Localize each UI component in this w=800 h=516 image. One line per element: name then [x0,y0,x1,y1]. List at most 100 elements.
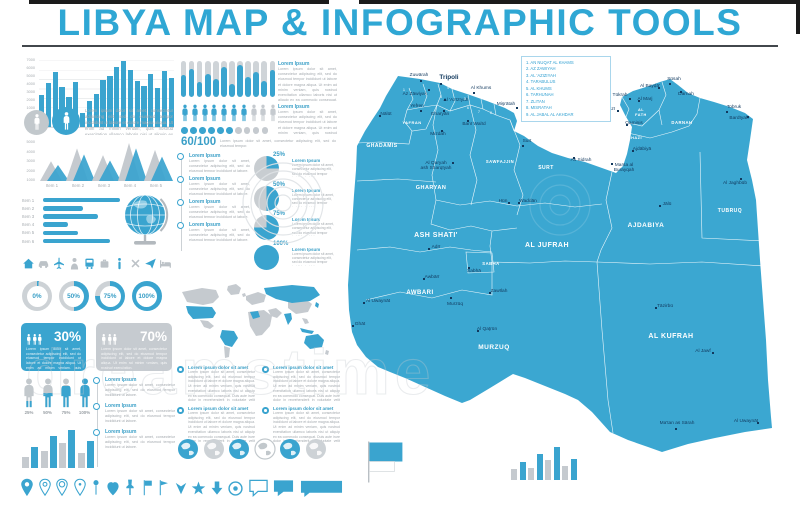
region-label: GHARYAN [416,185,447,191]
bar [59,443,67,468]
legend-entry: 8. MISRATAH [526,105,552,110]
pie-label: 75% [273,211,286,217]
dot-icon [207,127,215,134]
city-label: Gharyān [431,111,450,117]
timeline-body: Lorem ipsum dolor sit amet, consectetur … [105,409,175,423]
map-legend: 1. AN NUQAT AL KHAMS 2. AZ ZAWIYAH 3. AL '… [521,56,611,122]
dot-icon [181,127,188,134]
person-icon [210,104,218,122]
legend-entry: 3. AL 'AZIZIYAH [526,72,556,78]
pie-chart-item: 100% Lorem Ipsum Lorem ipsum dolor sit ame… [252,241,338,272]
chevron-pin-icon [175,482,186,495]
timeline-heading: Lorem Ipsum [189,199,221,205]
donut-chart: 100% [131,281,162,311]
stat-box-text: Lorem ipsum dolor sit amet, consectetur … [26,347,81,369]
donut-label: 100% [138,292,155,300]
bar [155,87,161,127]
hbar-row: Item 2 [22,204,132,212]
thermometer-bar [237,61,243,97]
area-blue [151,156,173,181]
city-label: Jālū [663,201,672,207]
bullet-marker-icon [177,366,184,373]
bullet-block: Lorem ipsum dolor sit amet Lorem ipsum do… [262,406,340,442]
plane-icon [54,257,65,269]
timeline-left: Lorem Ipsum Lorem ipsum dolor sit amet, c… [93,377,175,471]
city-label: Al Jaghbūb [723,180,747,186]
bar [519,462,526,480]
globe-blue-icon [177,438,199,460]
y-tick-label: 1000 [26,178,35,182]
y-tick-label: 4000 [26,149,35,154]
city-label: Mişrātah [497,101,516,107]
stat-box-70: 70% Lorem ipsum dolor sit amet, consecte… [96,323,172,371]
city-marker [611,163,613,165]
hbar [43,205,84,211]
city-marker [477,330,479,332]
hbar-label: Item 3 [22,213,35,219]
person-icon [201,104,209,122]
city-marker [573,157,575,159]
bar [570,459,577,480]
thermometer-bar [261,61,267,97]
bar [86,101,93,127]
hbar-row: Item 1 [22,196,132,204]
mini-bar-chart-left [22,428,94,468]
legend-entry: 1. AN NUQAT AL KHAMS [526,59,574,65]
libya-country-shape [348,76,772,452]
x-tick-label: Item 4 [123,183,137,188]
speech-bubble-outline-icon [248,479,268,498]
bullet-block: Lorem ipsum dolor sit amet Lorem ipsum do… [177,406,255,442]
district-number: 7 [478,110,480,114]
city-label: Waddān [519,198,537,204]
bar [127,69,133,127]
city-marker [420,80,422,82]
district-number: 3 [440,95,442,99]
district-number: 1 [403,88,405,92]
pie-heading: Lorem Ipsum [292,158,321,163]
city-label: Surt [523,138,532,144]
district-number: 6 [467,106,469,110]
thermometer-bar [253,61,259,97]
hbar-label: Item 2 [22,205,35,211]
bar [562,465,569,480]
bar-chart-horizontal: Item 1 Item 2 Item 3 Item 4 Item 5 Item 6 [22,196,132,245]
region-borders [356,81,765,434]
people-pictogram-row [181,104,277,122]
text-block-body: Lorem ipsum dolor sit amet, consectetur … [278,67,337,101]
bar [79,112,86,127]
bullet-marker-icon [177,407,184,414]
people-fill-chart: 25% 50% 75% 100% [22,378,92,415]
city-label: Az Zāwiyah [403,91,428,97]
mini-bar-chart-map [511,446,577,480]
timeline-body: Lorem ipsum dolor sit amet, consectetur … [105,435,175,449]
hbar [43,214,99,219]
suitcase-icon [100,259,109,268]
donut-label: 75% [103,292,117,300]
bar [45,82,52,127]
text-block-heading: Lorem Ipsum [278,104,310,110]
pie-chart [254,156,279,181]
city-label: Adrī [432,244,441,250]
text-block-2: Lorem Ipsum Lorem ipsum dolor sit amet, … [278,104,337,136]
timeline-heading: Lorem Ipsum [189,176,221,182]
flag-pin-icon [143,480,152,496]
top-right-border [796,0,800,34]
hbar-label: Item 5 [22,230,35,236]
globe-blue-icon [228,438,250,460]
bar [68,430,76,468]
district-number: 4 [447,86,449,90]
thermometer-bar [181,61,187,97]
region-label: ASH SHATI' [414,232,458,239]
city-label: Al Khums [471,85,492,91]
city-marker [473,92,475,94]
dot-icon [216,127,224,134]
map-pin-icon-row [20,471,344,498]
stat-box-people-icons: 70% [101,327,167,345]
thermometer-bar [197,61,203,97]
region-label: YAFRAN [402,120,421,125]
city-marker [452,162,454,164]
stat-box-30: 30% Lorem ipsum dolor sit amet, consecte… [21,323,86,371]
area-blue [99,160,121,181]
city-marker [428,248,430,250]
bar [49,435,57,468]
